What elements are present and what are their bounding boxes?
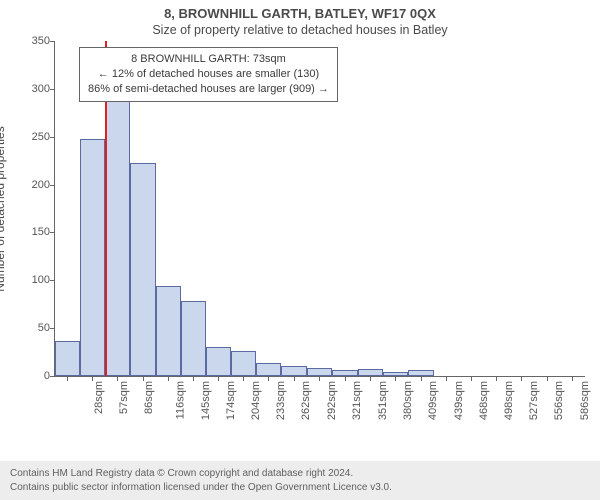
histogram-bar xyxy=(156,286,181,376)
y-tick-label: 200 xyxy=(32,179,50,191)
x-tick-label: 380sqm xyxy=(402,381,414,420)
y-tick-mark xyxy=(50,185,55,186)
y-tick-label: 100 xyxy=(32,274,50,286)
histogram-bar xyxy=(307,368,332,376)
x-tick-label: 204sqm xyxy=(251,381,263,420)
y-tick-mark xyxy=(50,232,55,233)
x-tick-label: 321sqm xyxy=(351,381,363,420)
chart-row: Number of detached properties 0501001502… xyxy=(0,41,600,377)
plot-area: 8 BROWNHILL GARTH: 73sqm ← 12% of detach… xyxy=(54,41,585,377)
x-tick-label: 233sqm xyxy=(276,381,288,420)
histogram-bar xyxy=(281,366,307,376)
y-tick-label: 350 xyxy=(32,35,50,47)
x-tick-label: 468sqm xyxy=(478,381,490,420)
histogram-bar xyxy=(181,301,206,376)
x-tick-label: 498sqm xyxy=(504,381,516,420)
x-tick-label: 145sqm xyxy=(200,381,212,420)
histogram-bar xyxy=(358,369,383,376)
x-tick-label: 174sqm xyxy=(225,381,237,420)
footer: Contains HM Land Registry data © Crown c… xyxy=(0,461,600,500)
x-tick-label: 57sqm xyxy=(118,381,130,414)
y-tick-label: 300 xyxy=(32,83,50,95)
y-tick-mark xyxy=(50,41,55,42)
x-tick-label: 439sqm xyxy=(453,381,465,420)
y-tick-mark xyxy=(50,280,55,281)
y-axis-label: Number of detached properties xyxy=(0,126,7,291)
chart-container: 8, BROWNHILL GARTH, BATLEY, WF17 0QX Siz… xyxy=(0,0,600,500)
y-tick-label: 50 xyxy=(38,322,50,334)
footer-line-1: Contains HM Land Registry data © Crown c… xyxy=(10,467,590,481)
histogram-bar xyxy=(206,347,232,376)
chart-title-sub: Size of property relative to detached ho… xyxy=(0,21,600,41)
annotation-line-2: ← 12% of detached houses are smaller (13… xyxy=(88,67,329,82)
histogram-bar xyxy=(105,87,130,376)
y-tick-mark xyxy=(50,328,55,329)
annotation-line-1: 8 BROWNHILL GARTH: 73sqm xyxy=(88,52,329,67)
y-tick-label: 250 xyxy=(32,131,50,143)
y-tick-mark xyxy=(50,89,55,90)
histogram-bar xyxy=(80,139,105,376)
annotation-line-3: 86% of semi-detached houses are larger (… xyxy=(88,82,329,97)
x-ticks-row: 28sqm 57sqm 86sqm 116sqm 145sqm 174sqm 204sqm 2… xyxy=(54,377,584,427)
x-tick-label: 28sqm xyxy=(93,381,105,414)
x-tick-label: 86sqm xyxy=(143,381,155,414)
x-tick-label: 586sqm xyxy=(579,381,591,420)
footer-line-2: Contains public sector information licen… xyxy=(10,481,590,495)
x-tick-label: 527sqm xyxy=(529,381,541,420)
y-ticks-column: 050100150200250300350 xyxy=(20,41,54,376)
histogram-bar xyxy=(231,351,256,376)
histogram-bar xyxy=(130,163,156,376)
y-tick-mark xyxy=(50,137,55,138)
x-tick-label: 556sqm xyxy=(553,381,565,420)
y-tick-label: 150 xyxy=(32,226,50,238)
x-tick-label: 116sqm xyxy=(174,381,186,419)
x-tick-label: 292sqm xyxy=(326,381,338,420)
annotation-box: 8 BROWNHILL GARTH: 73sqm ← 12% of detach… xyxy=(79,47,338,102)
x-tick-label: 262sqm xyxy=(301,381,313,420)
chart-title-main: 8, BROWNHILL GARTH, BATLEY, WF17 0QX xyxy=(0,0,600,21)
x-tick-label: 351sqm xyxy=(377,381,389,420)
histogram-bar xyxy=(55,341,80,376)
histogram-bar xyxy=(256,363,281,376)
y-axis-label-column: Number of detached properties xyxy=(0,41,20,376)
x-tick-label: 409sqm xyxy=(427,381,439,420)
